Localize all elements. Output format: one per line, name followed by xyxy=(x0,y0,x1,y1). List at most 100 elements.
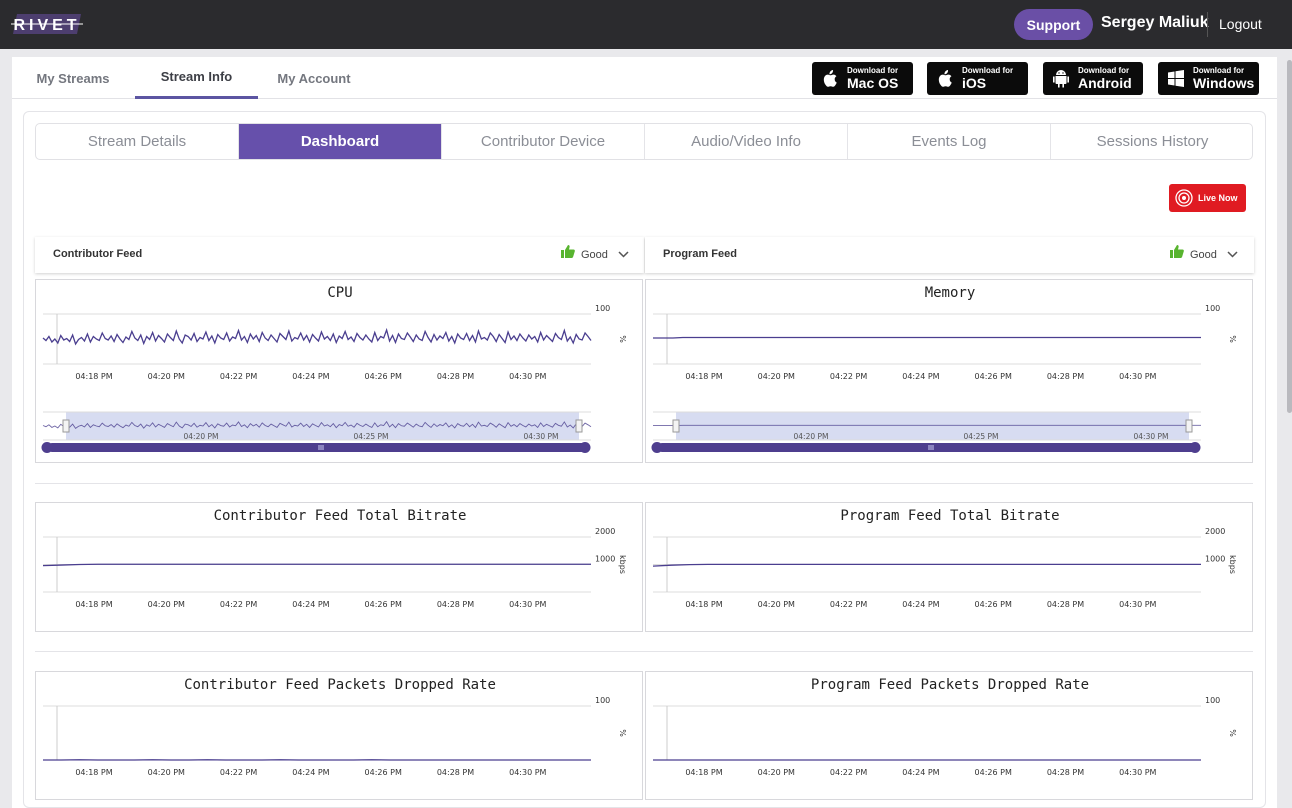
y-axis-label: kbps xyxy=(618,555,627,574)
x-tick-label: 04:26 PM xyxy=(365,372,402,381)
live-now-label: Live Now xyxy=(1198,193,1238,203)
chart-title: Contributor Feed Total Bitrate xyxy=(214,508,467,524)
user-name[interactable]: Sergey Maliuk xyxy=(1101,14,1209,31)
x-tick-label: 04:24 PM xyxy=(902,372,939,381)
x-tick-label: 04:22 PM xyxy=(830,600,867,609)
tab-stream-info[interactable]: Stream Info xyxy=(135,57,258,99)
navigator-tick-label: 04:30 PM xyxy=(1134,432,1169,441)
navigator-handle[interactable] xyxy=(62,419,70,433)
x-tick-label: 04:22 PM xyxy=(830,372,867,381)
x-tick-label: 04:22 PM xyxy=(220,768,257,777)
x-tick-label: 04:24 PM xyxy=(902,600,939,609)
y-tick-label: 100 xyxy=(1205,696,1220,705)
chart-title: CPU xyxy=(327,285,352,301)
y-axis-label: % xyxy=(1228,729,1237,737)
series-line xyxy=(652,563,1201,567)
navigator-scrollbar[interactable] xyxy=(48,443,586,452)
x-tick-label: 04:18 PM xyxy=(75,372,112,381)
navigator-grip xyxy=(318,445,324,450)
download-macos-button[interactable]: Download for Mac OS xyxy=(812,62,913,95)
download-windows-button[interactable]: Download for Windows xyxy=(1158,62,1259,95)
y-tick-label: 100 xyxy=(595,304,610,313)
x-tick-label: 04:20 PM xyxy=(758,768,795,777)
feed-title: Program Feed xyxy=(663,248,737,260)
tab-my-account[interactable]: My Account xyxy=(277,70,351,86)
tab-dashboard[interactable]: Dashboard xyxy=(239,124,442,159)
navigator-arrow-button[interactable] xyxy=(41,442,53,453)
series-line xyxy=(42,563,591,567)
x-tick-label: 04:30 PM xyxy=(1119,768,1156,777)
x-tick-label: 04:26 PM xyxy=(365,768,402,777)
apple-icon xyxy=(823,70,837,87)
tab-audio-video-info[interactable]: Audio/Video Info xyxy=(645,124,848,159)
download-platform-label: Windows xyxy=(1193,75,1255,91)
x-tick-label: 04:18 PM xyxy=(75,600,112,609)
x-tick-label: 04:24 PM xyxy=(292,768,329,777)
program-bitrate-chart: Program Feed Total Bitrate 2000 1000 kbps 04… xyxy=(645,502,1253,632)
program-dropped-chart: Program Feed Packets Dropped Rate 100% 04:… xyxy=(645,671,1253,800)
download-small-label: Download for xyxy=(1193,66,1245,75)
chevron-down-icon[interactable] xyxy=(618,250,629,259)
contributor-bitrate-chart: Contributor Feed Total Bitrate 2000 1000 kb… xyxy=(35,502,643,632)
navigator-tick-label: 04:30 PM xyxy=(524,432,559,441)
navigator-handle[interactable] xyxy=(1185,419,1193,433)
nav-tabs: My Streams Stream Info My Account xyxy=(12,57,1277,99)
tab-events-log[interactable]: Events Log xyxy=(848,124,1051,159)
separator xyxy=(35,483,1253,484)
feed-status: Good xyxy=(581,249,608,261)
x-tick-label: 04:28 PM xyxy=(437,372,474,381)
navigator-tick-label: 04:25 PM xyxy=(354,432,389,441)
logout-link[interactable]: Logout xyxy=(1219,16,1262,32)
x-tick-label: 04:28 PM xyxy=(437,768,474,777)
download-platform-label: Android xyxy=(1078,75,1132,91)
apple-icon xyxy=(938,70,952,87)
tab-my-streams[interactable]: My Streams xyxy=(36,70,110,86)
y-axis-label: % xyxy=(618,335,627,343)
tab-sessions-history[interactable]: Sessions History xyxy=(1096,133,1209,150)
live-now-button[interactable]: Live Now xyxy=(1169,184,1246,212)
chevron-down-icon[interactable] xyxy=(1227,250,1238,259)
chart-title: Memory xyxy=(925,285,976,301)
download-ios-button[interactable]: Download for iOS xyxy=(927,62,1028,95)
x-tick-label: 04:18 PM xyxy=(685,600,722,609)
x-tick-label: 04:30 PM xyxy=(509,600,546,609)
x-tick-label: 04:26 PM xyxy=(975,600,1012,609)
tab-contributor-device[interactable]: Contributor Device xyxy=(442,124,645,159)
navigator-arrow-button[interactable] xyxy=(1189,442,1201,453)
navigator-handle[interactable] xyxy=(672,419,680,433)
tab-stream-details[interactable]: Stream Details xyxy=(36,124,239,159)
memory-chart: Memory 100% 04:18 PM 04:20 PM 04:22 PM 04:24 … xyxy=(645,279,1253,463)
y-tick-label: 1000 xyxy=(595,555,615,564)
y-tick-label: 1000 xyxy=(1205,555,1225,564)
y-tick-label: 2000 xyxy=(595,527,615,536)
download-android-button[interactable]: Download for Android xyxy=(1043,62,1143,95)
chart-title: Contributor Feed Packets Dropped Rate xyxy=(184,677,496,693)
scrollbar[interactable] xyxy=(1284,57,1292,808)
scrollbar-thumb[interactable] xyxy=(1287,60,1292,413)
download-platform-label: iOS xyxy=(962,75,987,91)
divider xyxy=(1207,12,1208,37)
x-tick-label: 04:20 PM xyxy=(758,372,795,381)
x-tick-label: 04:26 PM xyxy=(975,372,1012,381)
download-platform-label: Mac OS xyxy=(847,75,899,91)
navigator-scrollbar[interactable] xyxy=(658,443,1196,452)
x-tick-label: 04:26 PM xyxy=(975,768,1012,777)
feed-status: Good xyxy=(1190,249,1217,261)
x-tick-label: 04:20 PM xyxy=(148,768,185,777)
download-small-label: Download for xyxy=(1078,66,1130,75)
navigator-handle[interactable] xyxy=(575,419,583,433)
navigator-tick-label: 04:20 PM xyxy=(794,432,829,441)
download-small-label: Download for xyxy=(847,66,899,75)
navigator-range xyxy=(676,412,1189,440)
navigator-tick-label: 04:25 PM xyxy=(964,432,999,441)
cpu-chart: CPU 100% 04:18 PM 04:20 PM 04:22 PM 04:24 PM 0… xyxy=(35,279,643,463)
navigator-range xyxy=(66,412,579,440)
support-button[interactable]: Support xyxy=(1014,9,1093,40)
x-tick-label: 04:26 PM xyxy=(365,600,402,609)
x-tick-label: 04:30 PM xyxy=(1119,600,1156,609)
navigator-arrow-button[interactable] xyxy=(651,442,663,453)
y-axis-label: kbps xyxy=(1228,555,1237,574)
series-line xyxy=(653,336,1201,339)
navigator-arrow-button[interactable] xyxy=(579,442,591,453)
rivet-logo[interactable]: RIVET xyxy=(11,11,83,37)
